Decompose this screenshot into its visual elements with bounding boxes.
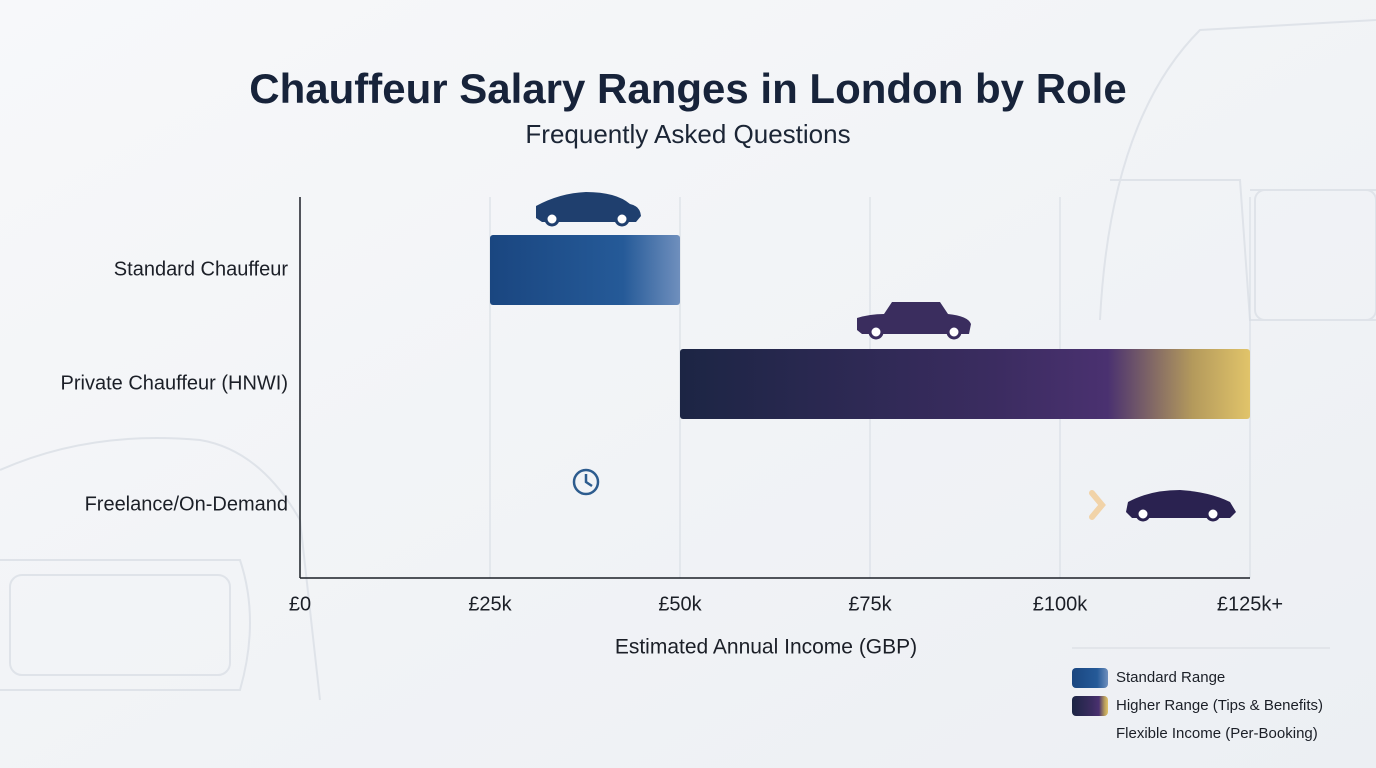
grid: £0 £25k £50k £75k £100k £125k+ Standard Chauff…: [61, 197, 1283, 615]
legend-label: Higher Range (Tips & Benefits): [1116, 697, 1323, 714]
x-tick-label: £50k: [658, 593, 702, 615]
x-axis-label: Estimated Annual Income (GBP): [615, 636, 917, 659]
legend-swatch: [1072, 668, 1108, 688]
car-icon: [536, 192, 641, 227]
y-tick-label: Private Chauffeur (HNWI): [61, 372, 288, 394]
arrow-head: [1089, 490, 1106, 520]
y-tick-label: Freelance/On-Demand: [85, 493, 288, 515]
marks: [296, 235, 1250, 520]
x-tick-label: £75k: [848, 593, 892, 615]
x-tick-label: £0: [289, 593, 311, 615]
car-icon: [1126, 490, 1236, 522]
x-tick-label: £25k: [468, 593, 512, 615]
x-tick-label: £100k: [1033, 593, 1088, 615]
chart-title: Chauffeur Salary Ranges in London by Rol…: [249, 65, 1126, 112]
range-bar: [490, 235, 680, 305]
range-bar: [680, 349, 1250, 419]
legend-label: Flexible Income (Per-Booking): [1116, 725, 1318, 742]
chart-subtitle: Frequently Asked Questions: [525, 119, 850, 149]
car-icon: [857, 302, 971, 340]
legend: Standard Range Higher Range (Tips & Benef…: [1071, 647, 1330, 742]
legend-label: Standard Range: [1116, 669, 1225, 686]
x-tick-label: £125k+: [1217, 593, 1283, 615]
clock-icon: [572, 468, 600, 496]
y-tick-label: Standard Chauffeur: [114, 258, 289, 280]
legend-swatch: [1072, 696, 1108, 716]
background-decor: [0, 19, 1376, 701]
